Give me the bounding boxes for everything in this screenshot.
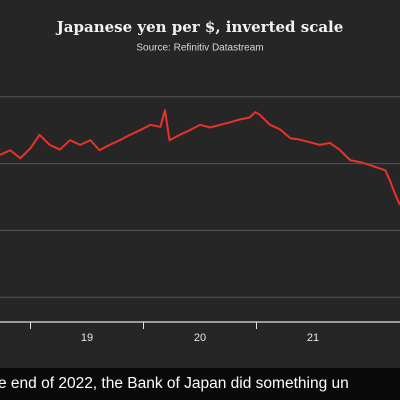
x-tick-label: 21 [307, 332, 319, 344]
chart-source: Source: Refinitiv Datastream [136, 43, 263, 54]
caption: e end of 2022, the Bank of Japan did som… [0, 375, 349, 392]
chart-title: Japanese yen per $, inverted scale [55, 18, 344, 36]
x-tick-label: 20 [194, 332, 206, 344]
series-line [0, 109, 400, 206]
plot: 19 20 21 [0, 96, 400, 344]
x-tick-label: 19 [81, 332, 93, 344]
caption-band [0, 368, 400, 400]
